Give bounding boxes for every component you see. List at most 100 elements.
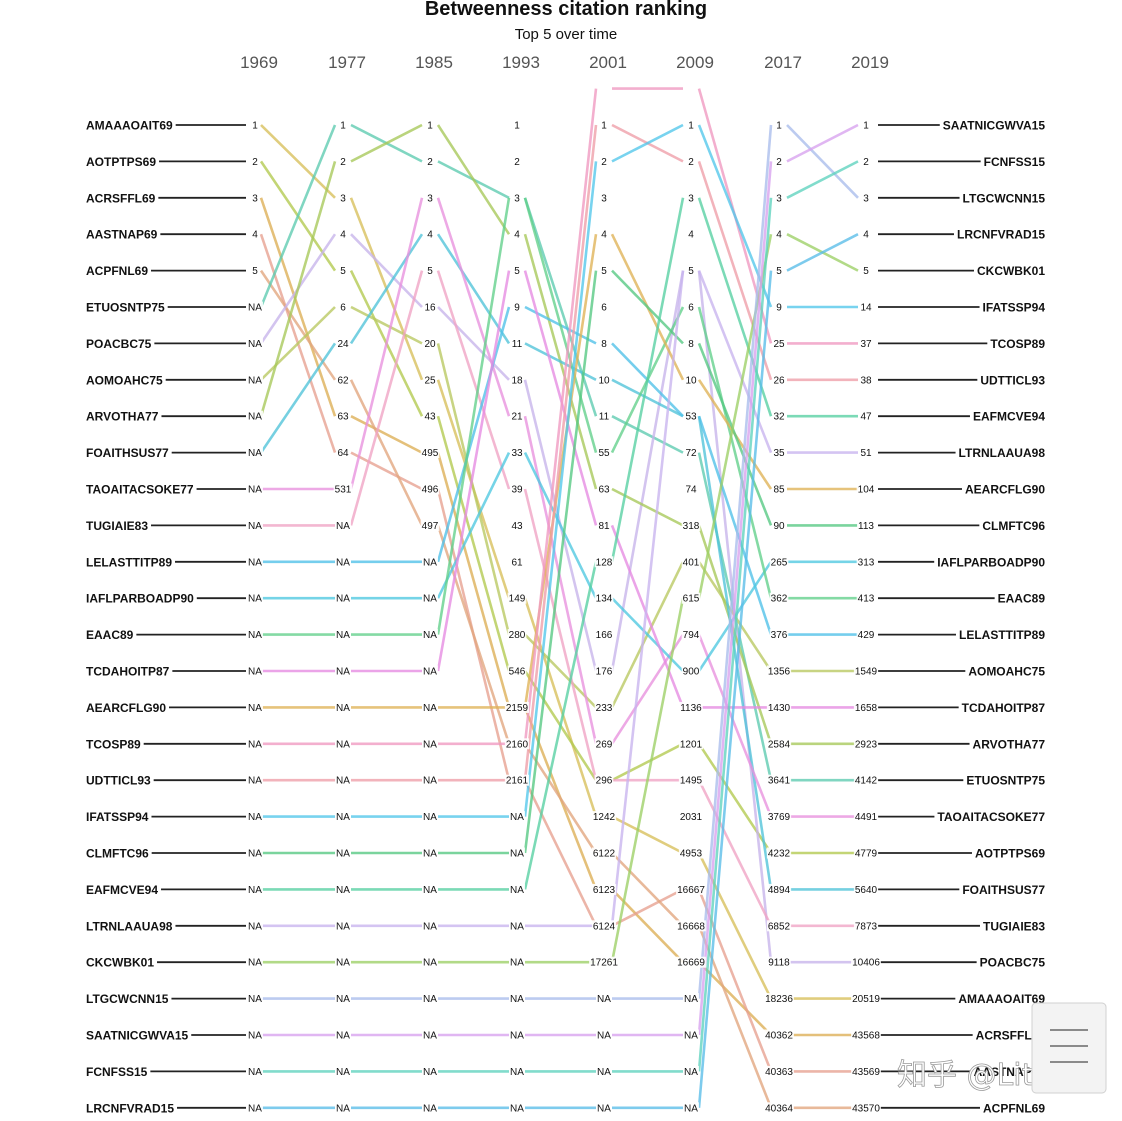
- rank-label-bg: [676, 956, 706, 968]
- right-label: TAOAITACSOKE77: [937, 810, 1045, 824]
- rank-label-bg: [764, 1029, 794, 1041]
- rank-label-bg: [597, 447, 611, 459]
- rank-label: NA: [510, 1103, 524, 1114]
- rank-label-bg: [594, 665, 614, 677]
- rank-label: 4: [863, 230, 869, 241]
- rank-label: 10: [598, 375, 610, 386]
- rank-label-bg: [422, 774, 438, 786]
- rank-label: 1: [252, 121, 258, 132]
- rank-label-bg: [247, 956, 263, 968]
- rank-label: 1: [688, 121, 694, 132]
- rank-label-bg: [509, 956, 525, 968]
- rank-label: 1136: [680, 703, 702, 714]
- left-label: AOMOAHC75: [86, 373, 163, 387]
- right-label: TCDAHOITP87: [962, 701, 1046, 715]
- rank-label: 1242: [593, 812, 616, 823]
- rank-label: 40363: [765, 1067, 793, 1078]
- rank-label: NA: [336, 1103, 350, 1114]
- rank-label-bg: [335, 920, 351, 932]
- rank-label: NA: [510, 994, 524, 1005]
- rank-label-bg: [856, 483, 876, 495]
- rank-label-bg: [339, 192, 347, 204]
- rank-label-bg: [859, 447, 873, 459]
- rank-label: 81: [598, 521, 610, 532]
- rank-label: 64: [337, 448, 349, 459]
- rank-label-bg: [251, 155, 259, 167]
- rank-label-bg: [420, 447, 440, 459]
- rank-label-bg: [681, 556, 701, 568]
- rank-label-bg: [591, 920, 617, 932]
- rank-label: 5: [514, 266, 520, 277]
- rank-label-bg: [856, 592, 876, 604]
- rank-label: 4: [688, 230, 694, 241]
- rank-label: 72: [685, 448, 697, 459]
- rank-label-bg: [600, 301, 608, 313]
- rank-label-bg: [510, 483, 524, 495]
- rank-label-bg: [775, 155, 783, 167]
- left-label: ARVOTHA77: [86, 410, 159, 424]
- rank-label-bg: [594, 774, 614, 786]
- rank-label-bg: [597, 483, 611, 495]
- rank-label-bg: [423, 410, 437, 422]
- rank-label-bg: [772, 483, 786, 495]
- hamburger-menu-icon[interactable]: [1031, 1002, 1107, 1094]
- rank-label-bg: [857, 519, 875, 531]
- rank-label-bg: [853, 847, 879, 859]
- right-label: IAFLPARBOADP90: [937, 555, 1045, 569]
- rank-label-bg: [422, 556, 438, 568]
- rank-label: NA: [336, 776, 350, 787]
- rank-label-bg: [423, 301, 437, 313]
- rank-label-bg: [510, 337, 524, 349]
- rank-label-bg: [764, 993, 794, 1005]
- rank-label-bg: [422, 920, 438, 932]
- rank-label: 6124: [593, 921, 616, 932]
- right-label: ACRSFFL69: [976, 1029, 1046, 1043]
- right-label: CKCWBK01: [977, 264, 1045, 278]
- rank-label: 1: [340, 121, 346, 132]
- rank-label-bg: [594, 592, 614, 604]
- rank-label: 269: [596, 739, 613, 750]
- rank-label-bg: [339, 155, 347, 167]
- rank-label: 5: [427, 266, 433, 277]
- rank-label-bg: [335, 1102, 351, 1114]
- rank-label: 615: [683, 594, 700, 605]
- rank-label-bg: [251, 228, 259, 240]
- rank-label: NA: [336, 849, 350, 860]
- rank-label: 2: [688, 157, 694, 168]
- rank-label-bg: [683, 1065, 699, 1077]
- rank-label-bg: [678, 811, 704, 823]
- rank-label: 2160: [506, 739, 529, 750]
- rank-label-bg: [247, 847, 263, 859]
- left-label: FOAITHSUS77: [86, 446, 169, 460]
- right-label: ARVOTHA77: [973, 737, 1046, 751]
- rank-label-bg: [851, 1102, 881, 1114]
- rank-label: 265: [771, 557, 788, 568]
- right-label: SAATNICGWVA15: [943, 119, 1046, 133]
- rank-label-bg: [769, 629, 789, 641]
- rank-label: 1: [776, 121, 782, 132]
- rank-label: NA: [336, 1067, 350, 1078]
- right-label: EAAC89: [998, 592, 1046, 606]
- rank-label-bg: [336, 447, 350, 459]
- left-label: IAFLPARBOADP90: [86, 592, 194, 606]
- rank-label-bg: [422, 1065, 438, 1077]
- rank-label-bg: [687, 228, 695, 240]
- rank-label: 429: [858, 630, 875, 641]
- rank-label-bg: [600, 228, 608, 240]
- rank-label-bg: [335, 774, 351, 786]
- rank-label: 4: [776, 230, 782, 241]
- rank-label: 10406: [852, 958, 880, 969]
- rank-label-bg: [422, 1029, 438, 1041]
- rank-label: 55: [598, 448, 610, 459]
- rank-label: 16667: [677, 885, 705, 896]
- rank-label-bg: [504, 738, 530, 750]
- rank-label: NA: [248, 703, 262, 714]
- rank-label: NA: [423, 739, 437, 750]
- rank-label-bg: [333, 483, 353, 495]
- rank-label: NA: [510, 849, 524, 860]
- rank-label: 113: [858, 521, 874, 532]
- rank-label-bg: [851, 956, 881, 968]
- rank-label-bg: [681, 665, 701, 677]
- rank-label-bg: [335, 883, 351, 895]
- rank-label-bg: [335, 847, 351, 859]
